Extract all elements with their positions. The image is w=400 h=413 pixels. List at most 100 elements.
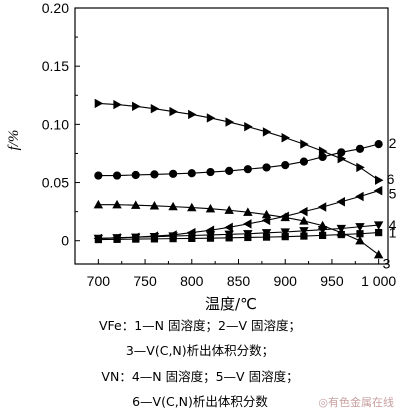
data-point <box>205 225 215 235</box>
data-point <box>168 201 178 211</box>
series-5 <box>93 185 383 244</box>
series-line <box>98 102 379 181</box>
data-point <box>280 228 290 237</box>
data-point <box>300 139 309 149</box>
data-point <box>243 165 252 174</box>
data-point <box>224 222 233 233</box>
data-point <box>336 197 345 207</box>
y-tick-label: 0.05 <box>42 175 69 191</box>
data-point <box>205 203 216 213</box>
data-point <box>243 230 253 239</box>
caption-line-3: VN：4—N 固溶度；5—V 固溶度； <box>101 369 299 384</box>
curve-labels: 1 2 3 4 56 <box>383 135 397 272</box>
caption-line-1: VFe：1—N 固溶度；2—V 固溶度； <box>98 318 301 333</box>
data-point <box>206 113 216 123</box>
data-point <box>356 162 365 173</box>
data-point <box>280 211 289 222</box>
x-tick-label: 700 <box>87 273 111 289</box>
curve-label-4: 4 <box>389 217 397 233</box>
x-tick-label: 900 <box>274 273 298 289</box>
data-point <box>374 140 383 149</box>
y-tick-label: 0.10 <box>42 116 69 132</box>
data-point <box>131 200 141 209</box>
data-point <box>187 169 196 178</box>
data-point <box>113 99 122 110</box>
y-tick-label: 0 <box>61 233 69 249</box>
data-point <box>355 223 365 232</box>
data-point <box>94 98 104 109</box>
data-point <box>337 153 347 164</box>
curve-label-5: 5 <box>389 186 397 202</box>
data-point <box>112 233 121 243</box>
data-point <box>318 146 328 156</box>
data-point <box>150 170 159 179</box>
data-point <box>243 207 253 216</box>
series-line <box>98 204 379 256</box>
data-point <box>262 163 271 172</box>
data-point <box>112 171 122 180</box>
data-point <box>355 191 364 202</box>
watermark: ◎有色金属在线 <box>318 394 394 410</box>
x-tick-label: 800 <box>180 273 204 289</box>
data-point <box>317 226 328 235</box>
data-point <box>149 231 159 241</box>
data-point <box>336 224 346 234</box>
data-point <box>206 167 215 177</box>
data-point <box>150 103 160 114</box>
x-tick-label: 750 <box>133 273 157 289</box>
data-point <box>373 249 384 259</box>
data-point <box>299 216 309 225</box>
data-point <box>299 157 309 166</box>
data-point <box>262 127 272 137</box>
data-point <box>130 232 140 242</box>
watermark-text: 有色金属在线 <box>328 396 394 409</box>
x-axis-label: 温度/℃ <box>205 295 257 313</box>
data-point <box>225 166 234 176</box>
data-point <box>244 121 253 132</box>
data-point <box>375 228 383 237</box>
series-line <box>98 224 379 239</box>
series-2 <box>94 140 383 180</box>
data-point <box>355 144 365 153</box>
curve-label-2: 2 <box>389 135 397 151</box>
data-point <box>186 227 196 238</box>
data-point <box>187 202 197 212</box>
data-point <box>261 229 272 238</box>
data-point <box>374 175 384 185</box>
watermark-symbol: ◎ <box>318 396 328 409</box>
plot-frame <box>74 7 389 265</box>
caption-line-4: 6—V(C,N)析出体积分数 <box>132 394 268 409</box>
curve-label-1: 1 <box>389 225 397 241</box>
x-tick-label: 1 000 <box>361 273 396 289</box>
data-point <box>261 215 271 226</box>
data-point <box>112 199 122 209</box>
data-point <box>169 106 178 117</box>
x-tick-label: 950 <box>320 273 344 289</box>
series-6 <box>94 98 384 185</box>
series-line <box>98 190 379 239</box>
data-point <box>281 160 290 170</box>
data-point <box>168 230 177 240</box>
data-point <box>243 219 252 229</box>
data-point <box>131 170 140 180</box>
y-tick-label: 0.15 <box>42 58 69 74</box>
data-point <box>224 205 234 214</box>
data-point <box>132 101 141 112</box>
data-point <box>299 206 308 217</box>
data-point <box>149 201 160 210</box>
series-layer <box>93 98 384 259</box>
data-point <box>373 221 384 230</box>
curve-label-6: 6 <box>387 171 395 187</box>
data-point <box>224 230 234 240</box>
data-point <box>355 235 365 245</box>
x-axis-ticks: 700 750 800 850 900 950 1 000 <box>87 259 396 289</box>
data-point <box>299 227 309 236</box>
series-line <box>98 143 379 177</box>
caption-line-2: 3—V(C,N)析出体积分数； <box>125 343 275 358</box>
data-point <box>188 109 197 120</box>
y-axis-ticks: 0 0.05 0.10 0.15 0.20 <box>42 0 80 249</box>
curve-label-3: 3 <box>383 256 391 272</box>
series-line <box>98 232 379 241</box>
y-tick-label: 0.20 <box>42 0 69 16</box>
x-tick-label: 850 <box>227 273 251 289</box>
